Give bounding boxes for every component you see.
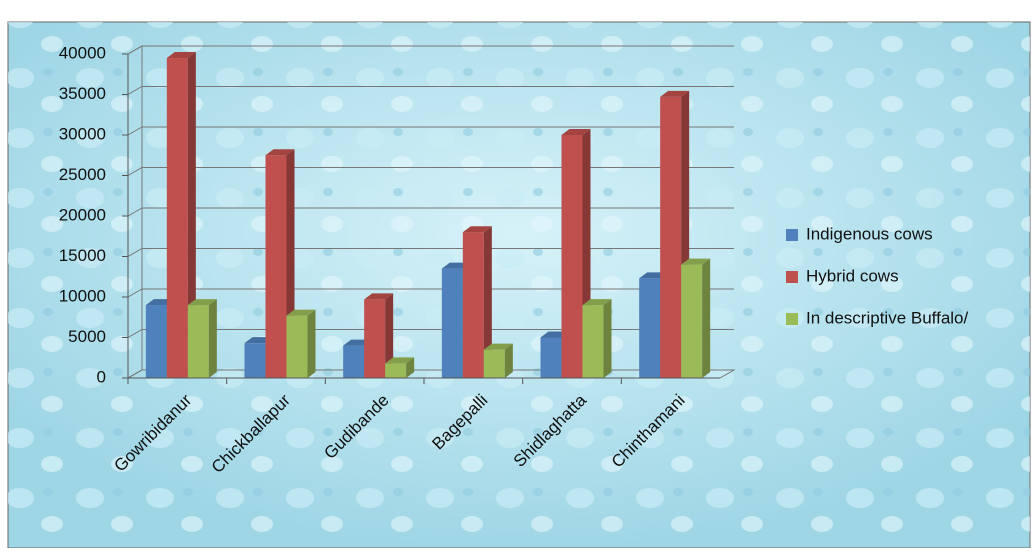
legend-label: Indigenous cows xyxy=(806,224,933,243)
grid-line xyxy=(127,126,734,136)
y-tick-label: 25000 xyxy=(59,165,106,184)
grid-line xyxy=(127,369,734,379)
bar xyxy=(483,343,513,378)
bar xyxy=(364,293,394,378)
legend-swatch xyxy=(786,313,798,325)
bar-side xyxy=(702,258,711,378)
bar-top xyxy=(462,226,492,233)
bar-top xyxy=(364,293,394,300)
bar-side xyxy=(385,293,394,378)
bar-side xyxy=(208,299,217,378)
y-tick-label: 5000 xyxy=(68,327,106,346)
bar-front xyxy=(462,232,484,378)
bar-top xyxy=(166,52,196,59)
bar-top xyxy=(187,299,217,306)
bar-top xyxy=(660,90,690,97)
bar xyxy=(462,226,492,378)
bar xyxy=(187,299,217,378)
bar-front xyxy=(145,305,167,378)
bar-side xyxy=(603,299,612,378)
legend-swatch xyxy=(786,229,798,241)
bar-front xyxy=(187,305,209,378)
grid-line xyxy=(127,329,734,338)
y-tick-label: 15000 xyxy=(59,246,106,265)
y-tick-label: 35000 xyxy=(59,84,106,103)
bar-side xyxy=(483,226,492,378)
legend-label: Hybrid cows xyxy=(806,266,899,285)
bar-front xyxy=(286,315,308,378)
bar-top xyxy=(582,299,612,306)
legend-label: In descriptive Buffalo/ xyxy=(806,308,968,327)
bar-front xyxy=(582,305,604,378)
y-tick-label: 40000 xyxy=(59,43,106,62)
bar-front xyxy=(343,345,365,378)
grid-line xyxy=(127,207,734,217)
bar-side xyxy=(504,343,513,378)
bar-top xyxy=(265,149,295,156)
bar-front xyxy=(681,264,703,378)
bar-side xyxy=(307,309,316,378)
bar-side xyxy=(406,357,415,378)
bar-front xyxy=(364,299,386,378)
bar-front xyxy=(244,343,266,378)
bar xyxy=(166,52,196,379)
bar-top xyxy=(483,343,513,350)
bar-front xyxy=(540,337,562,378)
y-tick-label: 0 xyxy=(97,367,106,386)
y-tick-label: 30000 xyxy=(59,124,106,143)
grid-line xyxy=(127,45,734,55)
bar xyxy=(681,258,711,378)
y-tick-label: 20000 xyxy=(59,205,106,224)
bar-top xyxy=(286,309,316,316)
bar-front xyxy=(660,96,682,379)
bar-side xyxy=(187,52,196,379)
bar xyxy=(385,357,415,378)
bar xyxy=(582,299,612,378)
y-tick-label: 10000 xyxy=(59,286,106,305)
bar-top xyxy=(561,129,591,135)
bar-top xyxy=(385,357,415,364)
bar xyxy=(286,309,316,378)
legend-swatch xyxy=(786,271,798,283)
grid-line xyxy=(127,288,734,298)
grid-line xyxy=(127,167,734,176)
bar-front xyxy=(385,363,407,378)
bar-front xyxy=(483,349,505,378)
bar-top xyxy=(681,258,711,265)
bar-front xyxy=(441,268,463,378)
bar-front xyxy=(639,278,661,378)
bar-front xyxy=(561,135,583,378)
bar-front xyxy=(166,58,188,379)
grid-line xyxy=(127,86,734,95)
bar-front xyxy=(265,155,287,378)
grid-line xyxy=(127,248,734,257)
